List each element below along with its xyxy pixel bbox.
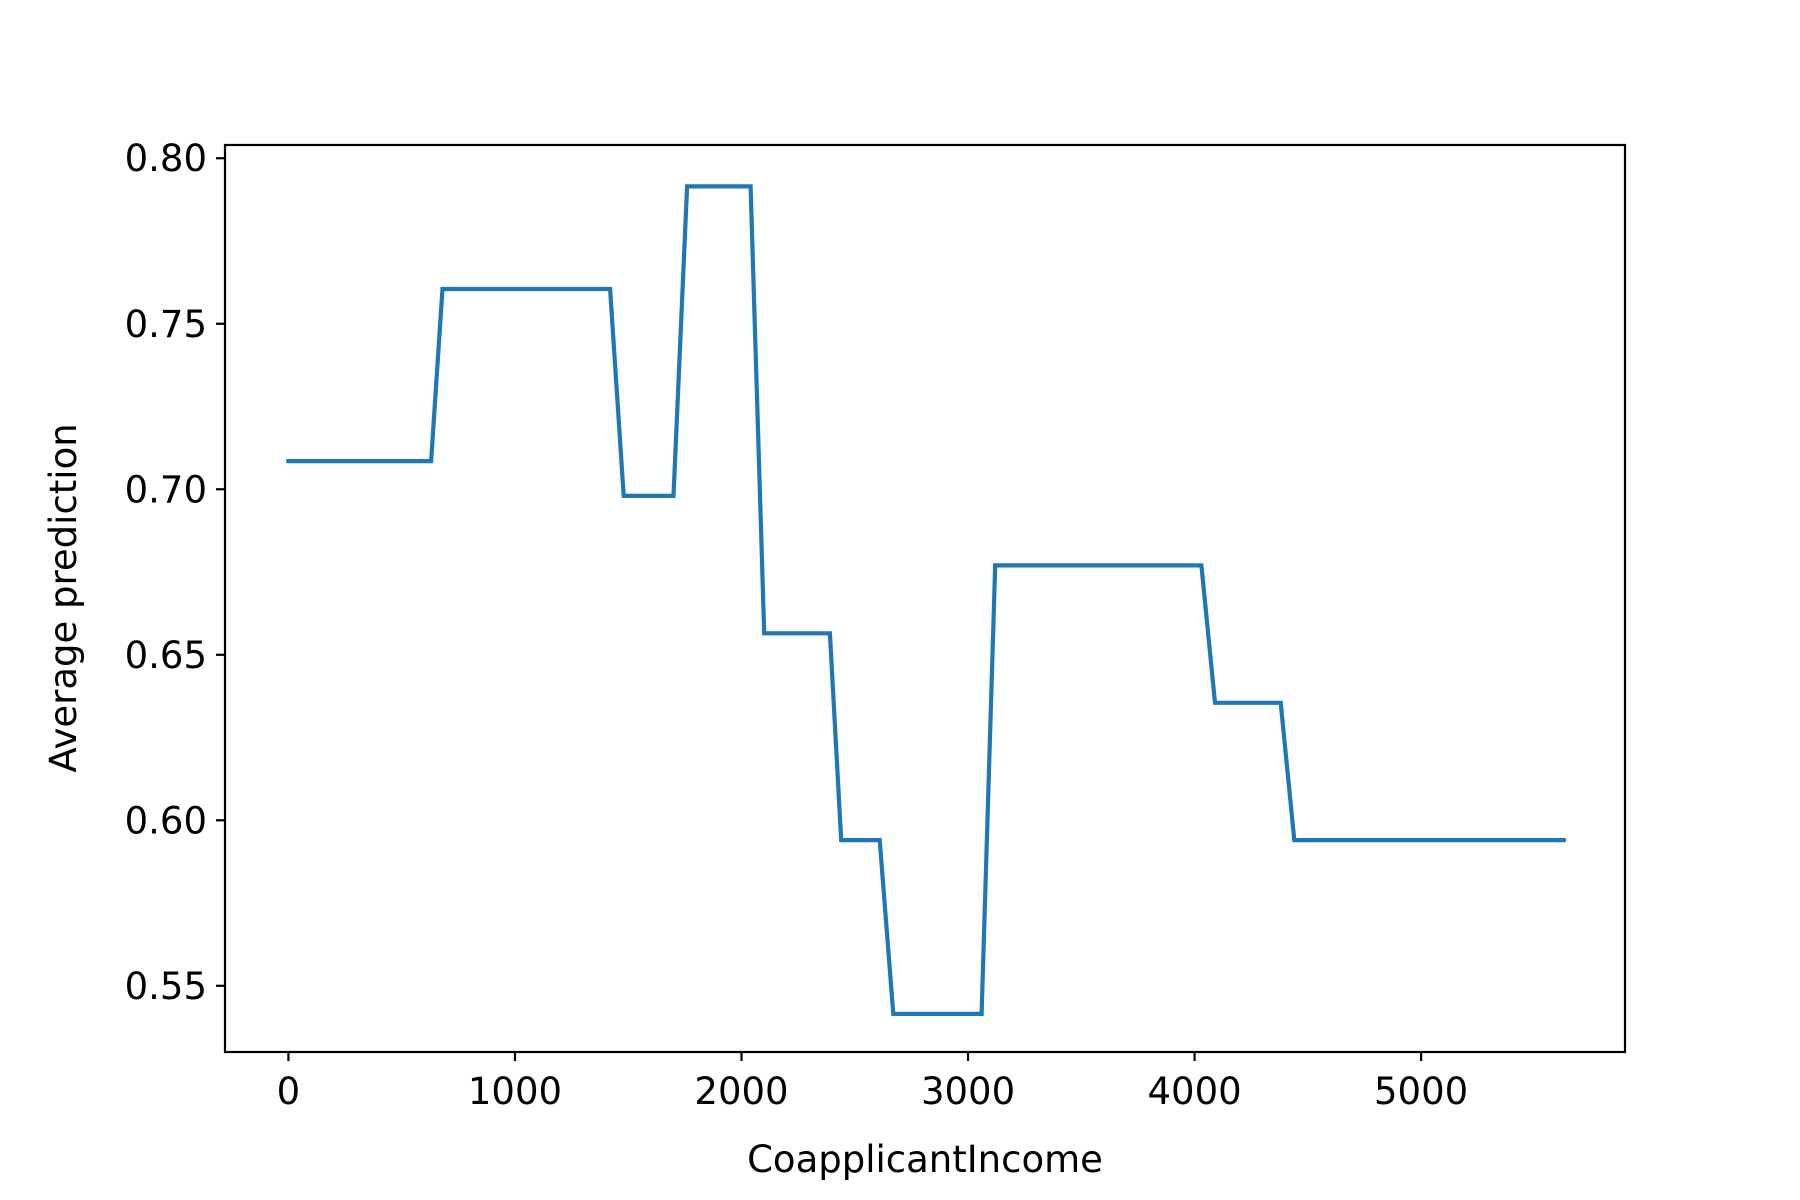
series-layer xyxy=(286,184,1566,1017)
x-tick-label: 4000 xyxy=(1147,1070,1241,1113)
y-tick-label: 0.60 xyxy=(125,799,207,842)
y-tick-label: 0.70 xyxy=(125,468,207,511)
plot-frame xyxy=(223,143,1627,1054)
x-tick-label: 3000 xyxy=(921,1070,1015,1113)
x-tick-label: 0 xyxy=(277,1070,301,1113)
y-axis-ticks: 0.55 0.60 0.65 0.70 0.75 0.80 xyxy=(125,137,225,1008)
y-tick-label: 0.55 xyxy=(125,965,207,1008)
y-tick-label: 0.75 xyxy=(125,303,207,346)
y-axis-label: Average prediction xyxy=(42,423,85,772)
y-tick-label: 0.65 xyxy=(125,634,207,677)
x-tick-label: 5000 xyxy=(1374,1070,1468,1113)
series-line xyxy=(286,184,1566,1017)
x-axis-label: CoapplicantIncome xyxy=(747,1138,1103,1181)
x-tick-label: 2000 xyxy=(694,1070,788,1113)
y-tick-label: 0.80 xyxy=(125,137,207,180)
x-axis-ticks: 0 1000 2000 3000 4000 5000 xyxy=(277,1052,1468,1113)
x-tick-label: 1000 xyxy=(468,1070,562,1113)
